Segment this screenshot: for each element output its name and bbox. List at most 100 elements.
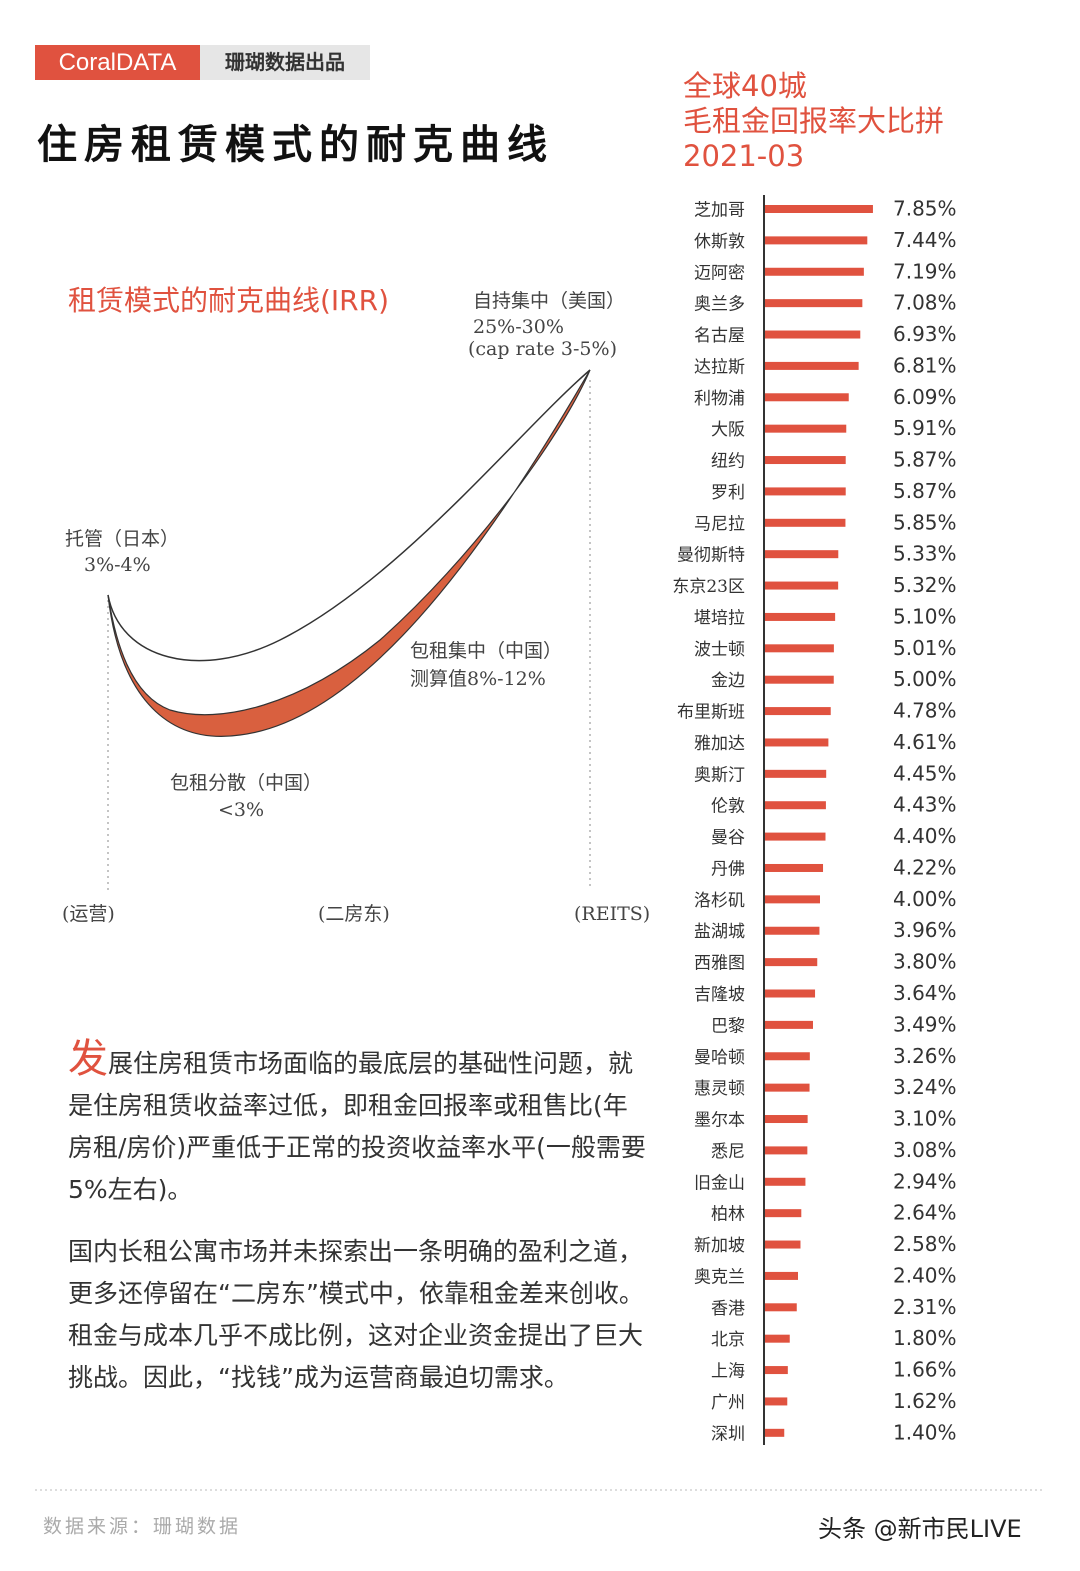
diagram-label: 托管（日本）	[65, 528, 179, 550]
category-label: 纽约	[711, 452, 745, 472]
value-label: 2.64%	[893, 1201, 957, 1225]
diagram-label: 测算值8%-12%	[410, 668, 546, 690]
value-label: 4.45%	[893, 761, 957, 785]
bar	[765, 1083, 810, 1092]
category-label: 盐湖城	[694, 922, 745, 942]
value-label: 2.58%	[893, 1232, 957, 1256]
bar	[765, 1209, 802, 1218]
chart-title: 毛租金回报率大比拼	[683, 104, 944, 138]
watermark: 头条 @新市民LIVE	[818, 1515, 1022, 1543]
bar	[765, 1366, 788, 1375]
value-label: 7.19%	[893, 259, 957, 283]
chart-title: 全球40城	[683, 69, 807, 103]
band	[107, 369, 591, 737]
category-label: 奥克兰	[694, 1267, 745, 1287]
diagram-label: 3%-4%	[84, 554, 151, 576]
value-label: 5.10%	[893, 604, 957, 628]
bar	[765, 832, 826, 841]
bar	[765, 393, 849, 402]
value-label: 3.80%	[893, 950, 957, 974]
value-label: 6.81%	[893, 353, 957, 377]
category-label: 丹佛	[711, 859, 745, 879]
category-label: 金边	[711, 671, 745, 691]
bar	[765, 1177, 806, 1186]
category-label: 雅加达	[694, 734, 745, 754]
bar	[765, 299, 863, 308]
value-label: 7.08%	[893, 291, 957, 315]
bar	[765, 1052, 810, 1061]
bar	[765, 1240, 801, 1249]
category-label: 堪培拉	[694, 608, 745, 628]
category-label: 名古屋	[694, 326, 745, 346]
value-label: 2.31%	[893, 1295, 957, 1319]
bar	[765, 738, 829, 747]
category-label: 深圳	[711, 1424, 745, 1444]
value-label: 5.32%	[893, 573, 957, 597]
diagram-label: (cap rate 3-5%)	[468, 338, 617, 360]
bar	[765, 801, 826, 810]
paragraph: 国内长租公寓市场并未探索出一条明确的盈利之道，更多还停留在“二房东”模式中，依靠…	[68, 1237, 644, 1392]
value-label: 3.26%	[893, 1044, 957, 1068]
bar	[765, 863, 824, 872]
category-label: 曼彻斯特	[677, 546, 745, 566]
value-label: 7.85%	[893, 197, 957, 221]
bar	[765, 926, 820, 935]
bar	[765, 1115, 808, 1124]
value-label: 6.09%	[893, 385, 957, 409]
category-label: 墨尔本	[694, 1111, 745, 1131]
value-label: 7.44%	[893, 228, 957, 252]
bar	[765, 1397, 788, 1406]
bar	[765, 958, 818, 967]
bar	[765, 1146, 808, 1155]
diagram-label: 包租分散（中国）	[170, 772, 322, 794]
category-label: 西雅图	[694, 954, 745, 974]
bar	[765, 1020, 813, 1029]
category-label: 布里斯班	[677, 703, 745, 723]
value-label: 1.40%	[893, 1420, 957, 1444]
bar	[765, 330, 861, 339]
value-label: 2.94%	[893, 1169, 957, 1193]
category-label: 曼哈顿	[694, 1048, 745, 1068]
category-label: 伦敦	[711, 797, 745, 817]
value-label: 3.08%	[893, 1138, 957, 1162]
diagram-label: 25%-30%	[473, 316, 564, 338]
bar	[765, 644, 834, 653]
value-label: 1.66%	[893, 1358, 957, 1382]
bar	[765, 456, 846, 465]
category-label: 休斯敦	[694, 232, 745, 252]
diagram-label: (运营)	[62, 903, 115, 925]
value-label: 3.10%	[893, 1107, 957, 1131]
category-label: 惠灵顿	[694, 1079, 745, 1099]
bar	[765, 707, 831, 716]
brand: CoralDATA	[35, 45, 200, 80]
category-label: 罗利	[711, 483, 745, 503]
bar	[765, 205, 873, 213]
value-label: 5.87%	[893, 448, 957, 472]
diagram-label: <3%	[218, 799, 264, 821]
value-label: 4.61%	[893, 730, 957, 754]
bar	[765, 487, 846, 496]
bar	[765, 267, 864, 276]
category-label: 利物浦	[694, 389, 745, 409]
bar	[765, 518, 846, 527]
upper-curve	[107, 369, 591, 662]
category-label: 达拉斯	[694, 357, 745, 377]
value-label: 3.24%	[893, 1075, 957, 1099]
value-label: 4.43%	[893, 793, 957, 817]
category-label: 东京23区	[672, 577, 745, 597]
bar	[765, 612, 836, 621]
paragraph: 发展住房租赁市场面临的最底层的基础性问题，就是住房租赁收益率过低，即租金回报率或…	[68, 1038, 646, 1211]
value-label: 4.22%	[893, 855, 957, 879]
bar	[765, 581, 839, 590]
value-label: 1.80%	[893, 1326, 957, 1350]
value-label: 5.91%	[893, 416, 957, 440]
category-label: 广州	[711, 1393, 745, 1413]
category-label: 新加坡	[694, 1236, 745, 1256]
category-label: 奥兰多	[694, 295, 745, 315]
category-label: 吉隆坡	[694, 985, 745, 1005]
value-label: 6.93%	[893, 322, 957, 346]
category-label: 柏林	[711, 1205, 745, 1225]
diagram-label: 自持集中（美国）	[473, 290, 625, 312]
value-label: 5.33%	[893, 542, 957, 566]
